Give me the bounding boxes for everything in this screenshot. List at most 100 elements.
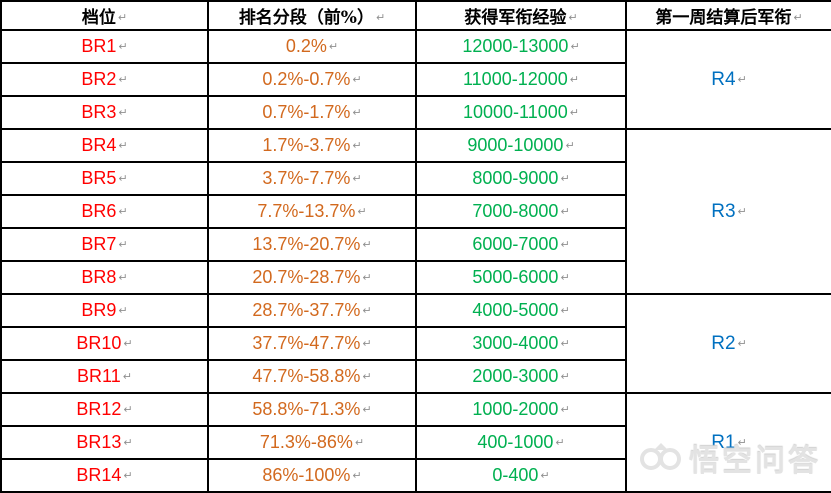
paragraph-mark: ↵: [560, 337, 570, 350]
header-row: 档位 ↵ 排名分段（前%） ↵ 获得军衔经验 ↵ 第一周结算后军衔 ↵: [0, 0, 831, 31]
table-row: BR2 ↵ 0.2%-0.7% ↵ 11000-12000 ↵: [0, 62, 831, 97]
header-week1-rank-label: 第一周结算后军衔: [655, 8, 792, 28]
range-label: 47.7%-58.8%: [252, 366, 361, 386]
tier-cell: BR9 ↵: [0, 293, 209, 328]
exp-label: 400-1000: [477, 432, 554, 452]
paragraph-mark: ↵: [362, 271, 372, 284]
table-row: BR10 ↵ 37.7%-47.7% ↵ 3000-4000 ↵: [0, 326, 831, 361]
exp-label: 11000-12000: [463, 69, 568, 89]
paragraph-mark: ↵: [560, 205, 570, 218]
rank-label: R1: [711, 431, 736, 453]
table-row: BR12 ↵ 58.8%-71.3% ↵ 1000-2000 ↵ R1 ↵: [0, 392, 831, 493]
range-cell: 47.7%-58.8% ↵: [207, 359, 417, 394]
range-label: 7.7%-13.7%: [257, 201, 356, 221]
paragraph-mark: ↵: [555, 436, 565, 449]
rank-label: R2: [711, 332, 736, 354]
range-cell: 20.7%-28.7% ↵: [207, 260, 417, 295]
paragraph-mark: ↵: [737, 336, 747, 350]
paragraph-mark: ↵: [560, 271, 570, 284]
header-rank-segment: 排名分段（前%） ↵: [207, 0, 417, 31]
exp-label: 6000-7000: [472, 234, 559, 254]
range-label: 3.7%-7.7%: [262, 168, 351, 188]
exp-label: 2000-3000: [472, 366, 559, 386]
paragraph-mark: ↵: [328, 40, 339, 53]
tier-cell: BR13 ↵: [0, 425, 209, 460]
paragraph-mark: ↵: [560, 172, 570, 185]
range-cell: 86%-100% ↵: [207, 458, 417, 493]
exp-label: 3000-4000: [472, 333, 559, 353]
table-row: BR1 ↵ 0.2% ↵ 12000-13000 ↵ R4 ↵: [0, 29, 831, 130]
paragraph-mark: ↵: [357, 205, 367, 218]
paragraph-mark: ↵: [362, 370, 372, 383]
paragraph-mark: ↵: [568, 11, 578, 24]
tier-cell: BR3 ↵: [0, 95, 209, 130]
paragraph-mark: ↵: [122, 370, 132, 383]
exp-label: 4000-5000: [472, 300, 559, 320]
tier-label: BR5: [81, 168, 117, 188]
range-label: 71.3%-86%: [259, 432, 353, 452]
tier-label: BR10: [76, 333, 122, 353]
exp-label: 5000-6000: [472, 267, 559, 287]
range-label: 0.2%-0.7%: [262, 69, 351, 89]
table-row: BR6 ↵ 7.7%-13.7% ↵ 7000-8000 ↵: [0, 194, 831, 229]
range-cell: 0.7%-1.7% ↵: [207, 95, 417, 130]
tier-cell: BR8 ↵: [0, 260, 209, 295]
tier-label: BR2: [81, 69, 117, 89]
tier-label: BR1: [81, 36, 117, 56]
rank-label: R3: [711, 200, 736, 222]
paragraph-mark: ↵: [123, 436, 133, 449]
table-row: BR4 ↵ 1.7%-3.7% ↵ 9000-10000 ↵ R3 ↵: [0, 128, 831, 295]
exp-label: 9000-10000: [467, 135, 564, 155]
range-cell: 28.7%-37.7% ↵: [207, 293, 417, 328]
tier-cell: BR2 ↵: [0, 62, 209, 97]
tier-cell: BR10 ↵: [0, 326, 209, 361]
exp-cell: 11000-12000 ↵: [415, 62, 627, 97]
paragraph-mark: ↵: [560, 403, 570, 416]
paragraph-mark: ↵: [123, 337, 133, 350]
paragraph-mark: ↵: [560, 370, 570, 383]
range-cell: 58.8%-71.3% ↵: [207, 392, 417, 427]
exp-cell: 7000-8000 ↵: [415, 194, 627, 229]
exp-label: 7000-8000: [472, 201, 559, 221]
paragraph-mark: ↵: [540, 469, 550, 482]
paragraph-mark: ↵: [118, 106, 128, 119]
tier-label: BR12: [76, 399, 122, 419]
paragraph-mark: ↵: [118, 73, 128, 86]
tier-cell: BR11 ↵: [0, 359, 209, 394]
rank-group-cell-r2: R2 ↵: [625, 293, 831, 394]
exp-cell: 5000-6000 ↵: [415, 260, 627, 295]
exp-cell: 8000-9000 ↵: [415, 161, 627, 196]
paragraph-mark: ↵: [569, 106, 579, 119]
paragraph-mark: ↵: [352, 469, 362, 482]
paragraph-mark: ↵: [352, 139, 362, 152]
range-cell: 37.7%-47.7% ↵: [207, 326, 417, 361]
range-cell: 7.7%-13.7% ↵: [207, 194, 417, 229]
exp-label: 8000-9000: [472, 168, 559, 188]
tier-label: BR4: [81, 135, 117, 155]
tier-label: BR11: [77, 366, 121, 386]
header-rank-segment-label: 排名分段（前%）: [238, 8, 374, 28]
exp-cell: 6000-7000 ↵: [415, 227, 627, 262]
table-row: BR11 ↵ 47.7%-58.8% ↵ 2000-3000 ↵: [0, 359, 831, 394]
paragraph-mark: ↵: [117, 11, 128, 24]
rank-group-cell-r4: R4 ↵: [625, 29, 831, 130]
paragraph-mark: ↵: [560, 304, 570, 317]
range-label: 0.7%-1.7%: [262, 102, 351, 122]
tier-cell: BR6 ↵: [0, 194, 209, 229]
paragraph-mark: ↵: [793, 11, 803, 24]
range-cell: 71.3%-86% ↵: [207, 425, 417, 460]
paragraph-mark: ↵: [375, 11, 386, 24]
header-tier: 档位 ↵: [0, 0, 209, 31]
header-exp: 获得军衔经验 ↵: [415, 0, 627, 31]
table-row: BR7 ↵ 13.7%-20.7% ↵ 6000-7000 ↵: [0, 227, 831, 262]
tier-cell: BR4 ↵: [0, 128, 209, 163]
table-row: BR13 ↵ 71.3%-86% ↵ 400-1000 ↵: [0, 425, 831, 460]
rank-group-cell-r1: R1 ↵: [625, 392, 831, 493]
paragraph-mark: ↵: [352, 106, 362, 119]
paragraph-mark: ↵: [354, 436, 365, 449]
tier-label: BR14: [76, 465, 122, 485]
exp-label: 0-400: [492, 465, 539, 485]
range-label: 20.7%-28.7%: [252, 267, 361, 287]
tier-cell: BR5 ↵: [0, 161, 209, 196]
exp-cell: 400-1000 ↵: [415, 425, 627, 460]
